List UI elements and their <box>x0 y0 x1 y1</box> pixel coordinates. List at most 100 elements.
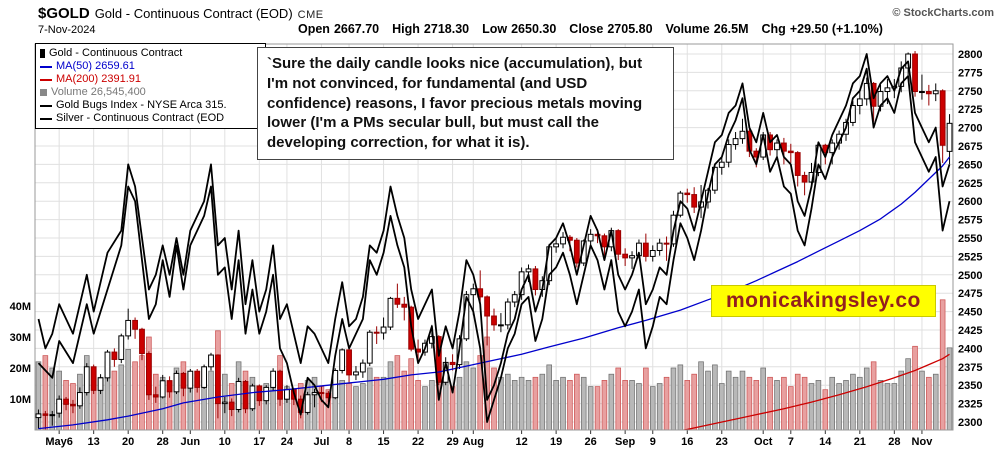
quote-label: Volume <box>665 22 710 36</box>
svg-text:2325: 2325 <box>958 399 982 411</box>
svg-text:2700: 2700 <box>958 123 982 135</box>
date-axis-labels: May6 13 20 28 Jun 10 17 24 Jul 8 15 22 29 Aug 12 19 26 Se… <box>45 430 933 448</box>
svg-text:2775: 2775 <box>958 67 982 79</box>
svg-text:2725: 2725 <box>958 104 982 116</box>
svg-text:Jun: Jun <box>181 436 201 448</box>
quote-label: High <box>392 22 420 36</box>
quote-line: Open 2667.70 High 2718.30 Low 2650.30 Close 270… <box>298 22 896 36</box>
svg-text:7: 7 <box>788 436 794 448</box>
svg-text:24: 24 <box>281 436 294 448</box>
svg-text:2800: 2800 <box>958 49 982 61</box>
watermark: monicakingsley.co <box>711 285 936 317</box>
legend-item-label: Gold - Continuous Contract <box>49 47 183 59</box>
price-chart: 2300 2325 2350 2375 2400 2425 2450 2475 2500 2525… <box>10 43 982 448</box>
line-sample-icon <box>40 65 52 68</box>
quote-value: 2650.30 <box>511 22 557 36</box>
svg-text:2475: 2475 <box>958 288 982 300</box>
quote-label: Chg <box>761 22 786 36</box>
svg-text:2450: 2450 <box>958 307 982 319</box>
svg-text:23: 23 <box>716 436 728 448</box>
legend-item: MA(200) 2391.91 <box>40 73 261 86</box>
gold-bugs-index-line <box>37 53 951 401</box>
volume-bars-icon <box>40 89 47 96</box>
quote-pair: High 2718.30 <box>392 22 469 36</box>
moving-averages <box>38 156 951 430</box>
quote-label: Open <box>298 22 330 36</box>
legend-item: Volume 26,545,400 <box>40 86 261 99</box>
legend-item: Gold Bugs Index - NYSE Arca 315. <box>40 99 261 112</box>
svg-text:30M: 30M <box>10 332 31 344</box>
svg-text:Oct: Oct <box>754 436 773 448</box>
candlestick-icon <box>40 49 45 58</box>
svg-text:2500: 2500 <box>958 270 982 282</box>
legend-item-label: Volume 26,545,400 <box>51 86 146 98</box>
svg-text:2750: 2750 <box>958 86 982 98</box>
svg-text:Sep: Sep <box>615 436 635 448</box>
line-sample-icon <box>40 78 52 81</box>
quote-pair: Low 2650.30 <box>482 22 556 36</box>
svg-text:2650: 2650 <box>958 159 982 171</box>
svg-text:May6: May6 <box>45 436 73 448</box>
svg-text:28: 28 <box>157 436 169 448</box>
svg-text:9: 9 <box>650 436 656 448</box>
chart-date: 7-Nov-2024 <box>38 24 96 36</box>
svg-text:13: 13 <box>88 436 100 448</box>
quote-value: 26.5M <box>713 22 749 36</box>
copyright-label: © StockCharts.com <box>892 7 994 19</box>
svg-text:40M: 40M <box>10 301 31 313</box>
line-sample-icon <box>40 117 52 120</box>
svg-text:Jul: Jul <box>313 436 329 448</box>
volume-axis-labels: 40M 30M 20M 10M <box>10 301 31 406</box>
svg-text:2350: 2350 <box>958 380 982 392</box>
svg-text:29: 29 <box>446 436 458 448</box>
svg-text:17: 17 <box>253 436 265 448</box>
ticker-name: Gold - Continuous Contract (EOD) <box>94 6 293 21</box>
legend-item-label: Gold Bugs Index - NYSE Arca 315. <box>56 99 227 111</box>
svg-text:8: 8 <box>346 436 352 448</box>
quote-value: +29.50 (+1.10%) <box>789 22 883 36</box>
legend-item: Gold - Continuous Contract <box>40 47 261 60</box>
quote-label: Close <box>569 22 604 36</box>
header-row: $GOLD Gold - Continuous Contract (EOD) CME <box>38 5 324 23</box>
svg-text:Nov: Nov <box>912 436 934 448</box>
legend-item: MA(50) 2659.61 <box>40 60 261 73</box>
svg-text:19: 19 <box>550 436 562 448</box>
quote-pair: Close 2705.80 <box>569 22 652 36</box>
plot-frame <box>34 43 954 431</box>
svg-text:2600: 2600 <box>958 196 982 208</box>
silver-line <box>37 67 951 423</box>
svg-text:2425: 2425 <box>958 325 982 337</box>
svg-text:22: 22 <box>412 436 424 448</box>
svg-text:2575: 2575 <box>958 215 982 227</box>
svg-text:20: 20 <box>122 436 134 448</box>
chart-legend: Gold - Continuous Contract MA(50) 2659.61… <box>35 43 266 129</box>
svg-text:2625: 2625 <box>958 178 982 190</box>
quote-label: Low <box>482 22 508 36</box>
svg-text:15: 15 <box>377 436 389 448</box>
svg-text:2300: 2300 <box>958 417 982 429</box>
svg-text:20M: 20M <box>10 363 31 375</box>
ma50-line <box>38 156 951 430</box>
svg-text:2675: 2675 <box>958 141 982 153</box>
ticker-exchange: CME <box>297 9 324 21</box>
ma200-line <box>680 353 950 430</box>
annotation-note: `Sure the daily candle looks nice (accum… <box>257 47 674 160</box>
svg-text:16: 16 <box>681 436 693 448</box>
ticker-symbol: $GOLD <box>38 5 90 22</box>
svg-text:28: 28 <box>888 436 900 448</box>
quote-pair: Open 2667.70 <box>298 22 379 36</box>
svg-text:2550: 2550 <box>958 233 982 245</box>
svg-text:12: 12 <box>515 436 527 448</box>
svg-text:14: 14 <box>819 436 832 448</box>
svg-text:Aug: Aug <box>463 436 484 448</box>
overlay-lines <box>37 53 951 423</box>
svg-text:2375: 2375 <box>958 362 982 374</box>
svg-text:2400: 2400 <box>958 343 982 355</box>
legend-item-label: MA(50) 2659.61 <box>56 60 135 72</box>
line-sample-icon <box>40 104 52 107</box>
svg-text:10: 10 <box>219 436 231 448</box>
quote-value: 2705.80 <box>607 22 653 36</box>
quote-pair: Volume 26.5M <box>666 22 749 36</box>
quote-pair: Chg +29.50 (+1.10%) <box>762 22 883 36</box>
